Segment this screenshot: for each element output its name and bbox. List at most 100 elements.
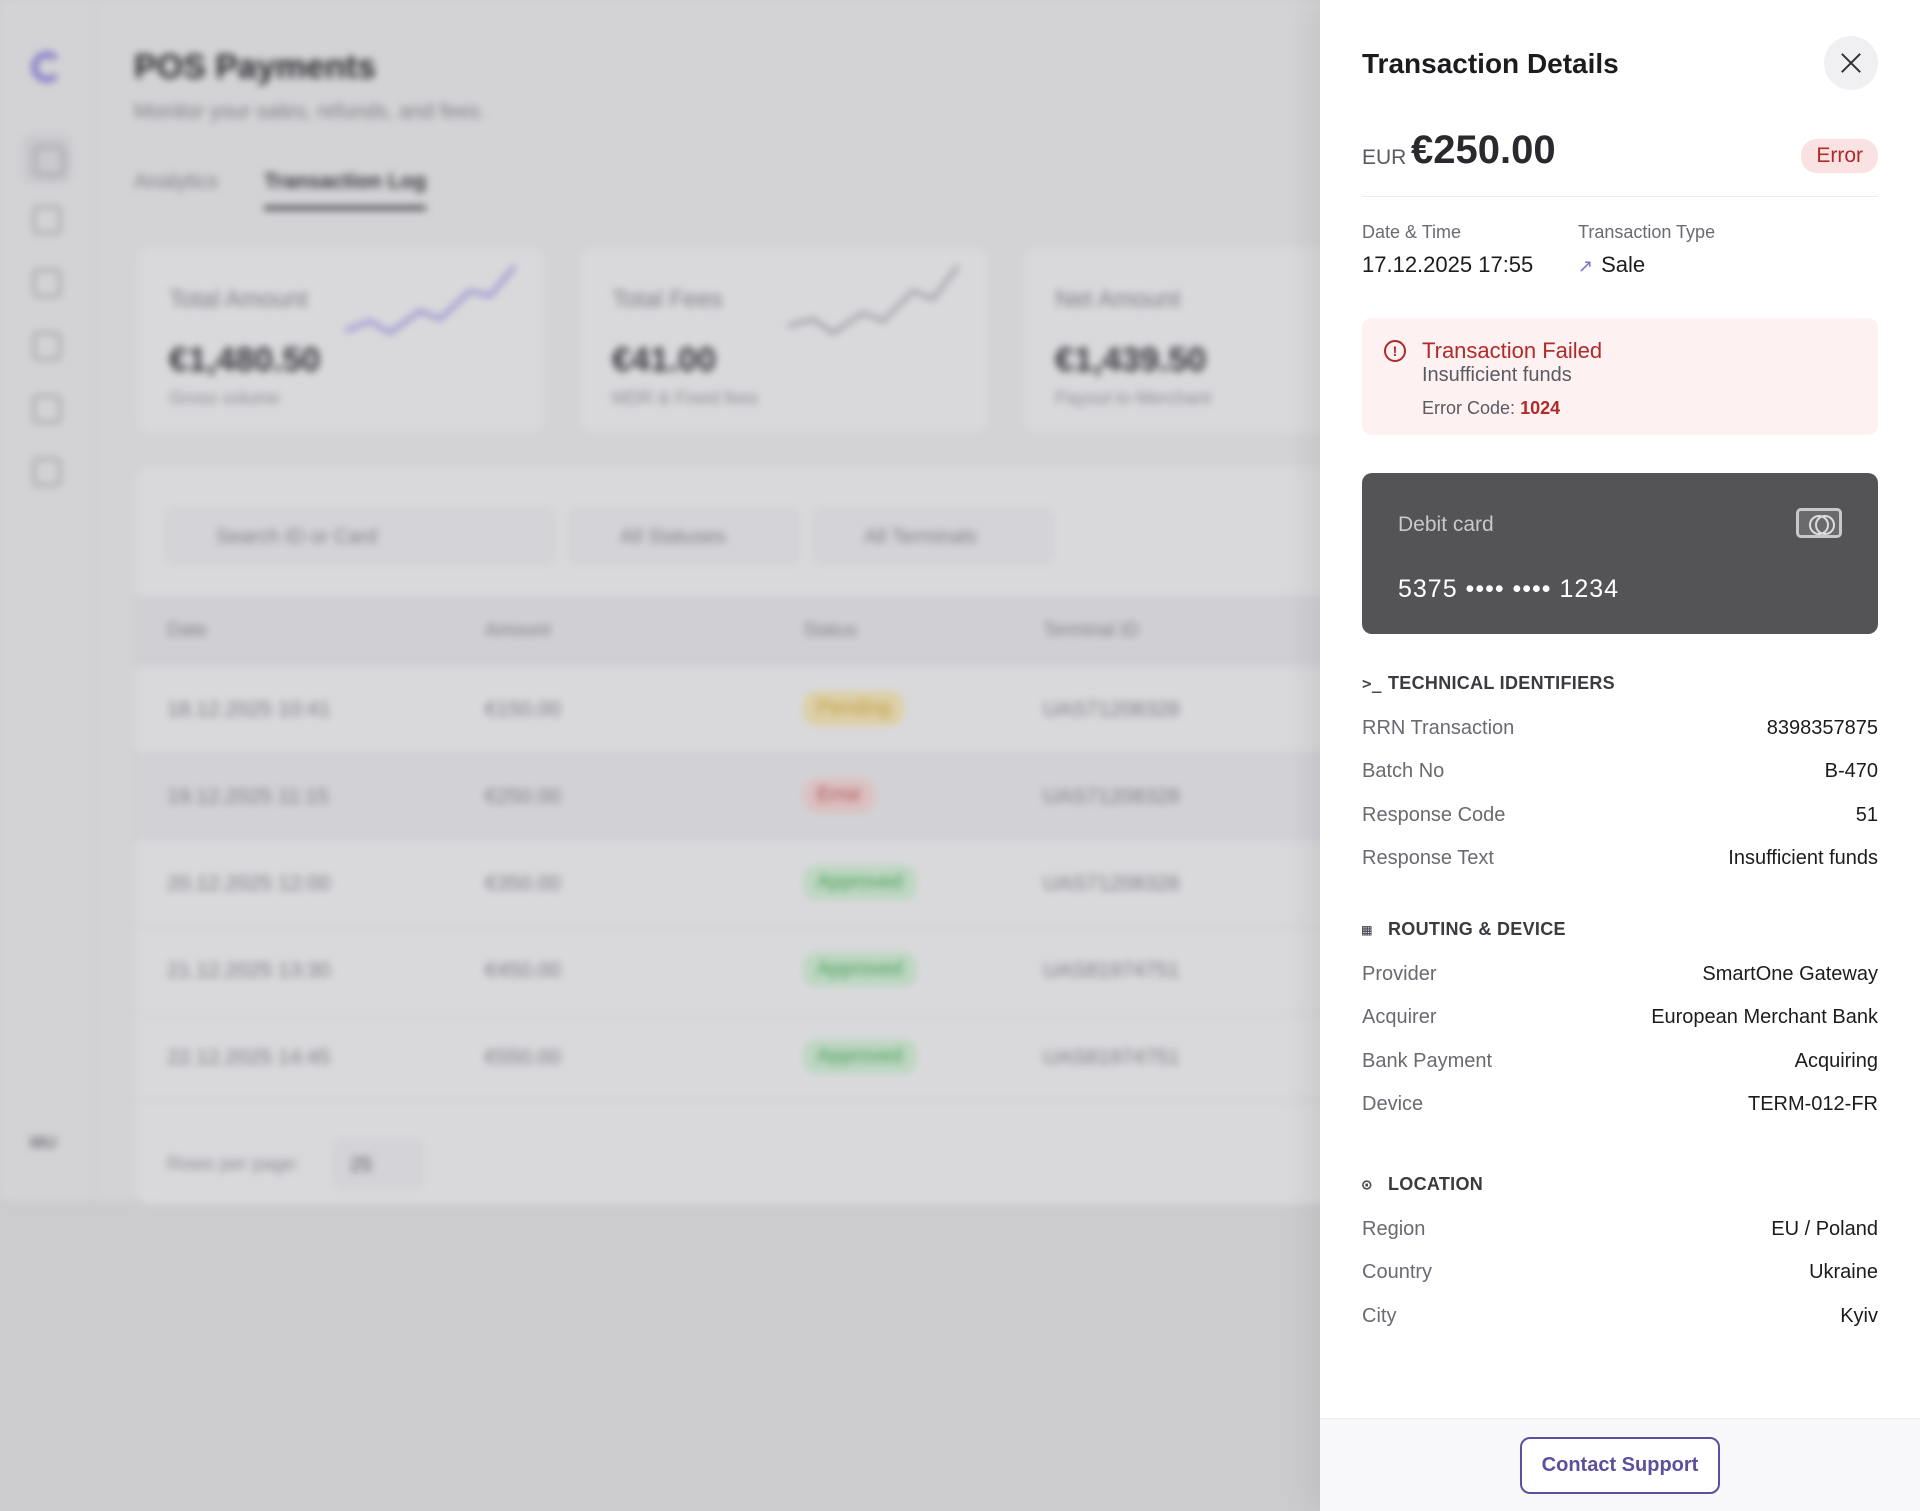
card-brand-icon — [1796, 508, 1842, 538]
rows-per-page-select[interactable]: 25 — [333, 1139, 423, 1189]
detail-key: Device — [1362, 1093, 1424, 1115]
location-pin-icon: ⊙ — [1362, 1175, 1372, 1194]
cell-amount: €150.00 — [485, 698, 561, 721]
detail-key: Batch No — [1362, 760, 1445, 782]
detail-value: European Merchant Bank — [1651, 1006, 1878, 1028]
sidebar-item-clipboard[interactable] — [33, 395, 61, 423]
transaction-details-drawer: Transaction Details EUR €250.00 Error Da… — [1320, 0, 1920, 1511]
table-row[interactable]: 18.12.2025 10:41 €150.00 Pending UAS7120… — [135, 666, 1535, 753]
detail-value: Acquiring — [1794, 1050, 1878, 1072]
drawer-title: Transaction Details — [1362, 48, 1619, 79]
cell-terminal: UAS71208328 — [1043, 785, 1180, 808]
sidebar-item-reports[interactable] — [33, 458, 61, 486]
tab-analytics[interactable]: Analytics — [134, 170, 219, 193]
stat-label: Total Fees — [612, 286, 723, 313]
detail-row: Country Ukraine — [1362, 1261, 1878, 1291]
main-content: POS Payments Monitor your sales, refunds… — [94, 0, 1535, 1205]
amount-currency: EUR — [1362, 146, 1407, 169]
stat-sub: Gross volume — [169, 388, 281, 408]
sparkline-icon — [344, 265, 517, 335]
transaction-type-text: Sale — [1601, 252, 1646, 277]
cell-date: 19.12.2025 11:15 — [167, 785, 329, 808]
detail-row: Device TERM-012-FR — [1362, 1093, 1878, 1123]
column-amount[interactable]: Amount — [485, 620, 551, 641]
close-icon[interactable] — [1824, 36, 1878, 90]
cell-terminal: UAS71208328 — [1043, 698, 1180, 721]
detail-row: Region EU / Poland — [1362, 1218, 1878, 1248]
detail-key: Response Text — [1362, 847, 1494, 869]
alert-code: Error Code: 1024 — [1422, 398, 1560, 419]
cell-date: 18.12.2025 10:41 — [167, 698, 331, 721]
alert-title: Transaction Failed — [1422, 338, 1603, 363]
alert-circle-icon: ! — [1384, 340, 1406, 362]
error-alert: ! Transaction Failed Insufficient funds … — [1362, 318, 1878, 435]
table-row[interactable]: 22.12.2025 14:45 €550.00 Approved UAS819… — [135, 1014, 1535, 1101]
detail-row: Response Text Insufficient funds — [1362, 847, 1878, 877]
status-badge: Error — [803, 778, 876, 813]
detail-key: City — [1362, 1305, 1397, 1327]
terminal-filter[interactable]: All Terminals — [813, 508, 1053, 564]
detail-value: TERM-012-FR — [1747, 1093, 1878, 1115]
detail-key: Region — [1362, 1218, 1426, 1240]
contact-support-button[interactable]: Contact Support — [1520, 1437, 1720, 1494]
sidebar-item-bank[interactable] — [33, 269, 61, 297]
page-title: POS Payments — [134, 48, 376, 86]
table-row[interactable]: 20.12.2025 12:00 €350.00 Approved UAS712… — [135, 840, 1535, 927]
error-code-label: Error Code: — [1422, 398, 1516, 418]
amount-value: €250.00 — [1411, 128, 1556, 172]
date-time-label: Date & Time — [1362, 222, 1462, 242]
date-time-value: 17.12.2025 17:55 — [1362, 252, 1534, 277]
cell-amount: €550.00 — [485, 1046, 561, 1069]
status-filter[interactable]: All Statuses — [569, 508, 799, 564]
detail-row: Bank Payment Acquiring — [1362, 1050, 1878, 1080]
detail-key: Bank Payment — [1362, 1050, 1493, 1072]
sidebar-item-documents[interactable] — [33, 206, 61, 234]
section-title: TECHNICAL IDENTIFIERS — [1388, 673, 1615, 693]
status-badge: Error — [1801, 139, 1878, 173]
cell-terminal: UAS81974751 — [1043, 1046, 1180, 1069]
cell-date: 22.12.2025 14:45 — [167, 1046, 331, 1069]
transactions-table: Search ID or Card All Statuses All Termi… — [134, 465, 1535, 1205]
tab-transaction-log[interactable]: Transaction Log — [264, 170, 427, 210]
sparkline-icon — [787, 265, 960, 335]
column-status[interactable]: Status — [803, 620, 857, 641]
detail-value: Kyiv — [1840, 1305, 1878, 1327]
detail-value: EU / Poland — [1771, 1218, 1878, 1240]
cell-amount: €250.00 — [485, 785, 561, 808]
cell-date: 20.12.2025 12:00 — [167, 872, 331, 895]
detail-row: Provider SmartOne Gateway — [1362, 963, 1878, 993]
column-terminal[interactable]: Terminal ID — [1043, 620, 1140, 641]
stat-value: €1,480.50 — [169, 341, 321, 379]
transaction-type-label: Transaction Type — [1578, 222, 1716, 242]
search-input[interactable]: Search ID or Card — [165, 508, 555, 564]
rows-per-page-label: Rows per page: — [167, 1154, 301, 1175]
card-number: 5375 •••• •••• 1234 — [1398, 575, 1620, 603]
page-subtitle: Monitor your sales, refunds, and fees. — [134, 100, 486, 123]
sidebar-item-dashboard[interactable] — [22, 134, 72, 184]
status-badge: Approved — [803, 952, 917, 987]
detail-value: 8398357875 — [1766, 717, 1878, 739]
detail-value: 51 — [1855, 804, 1878, 826]
alert-message: Insufficient funds — [1422, 364, 1572, 386]
sidebar-item-receipts[interactable] — [33, 332, 61, 360]
detail-row: Response Code 51 — [1362, 804, 1878, 834]
status-badge: Pending — [803, 691, 905, 726]
detail-key: Provider — [1362, 963, 1437, 985]
section-location: ⊙ LOCATION — [1362, 1174, 1483, 1195]
table-row[interactable]: 19.12.2025 11:15 €250.00 Error UAS712083… — [135, 753, 1535, 840]
card-type: Debit card — [1398, 513, 1494, 536]
cell-terminal: UAS71208328 — [1043, 872, 1180, 895]
user-avatar[interactable]: MU — [30, 1133, 57, 1152]
stat-sub: Payout to Merchant — [1055, 388, 1212, 408]
error-code-value: 1024 — [1520, 398, 1561, 418]
detail-row: RRN Transaction 8398357875 — [1362, 717, 1878, 747]
detail-value: Insufficient funds — [1728, 847, 1878, 869]
stat-value: €41.00 — [612, 341, 716, 379]
stat-card-total-fees: Total Fees €41.00 MDR & Fixed fees — [579, 245, 989, 435]
column-date[interactable]: Date — [167, 620, 208, 641]
table-row[interactable]: 21.12.2025 13:30 €450.00 Approved UAS819… — [135, 927, 1535, 1014]
building-icon: ▦ — [1362, 920, 1372, 939]
section-title: ROUTING & DEVICE — [1388, 919, 1566, 939]
stat-label: Total Amount — [169, 286, 308, 313]
stat-label: Net Amount — [1055, 286, 1181, 313]
